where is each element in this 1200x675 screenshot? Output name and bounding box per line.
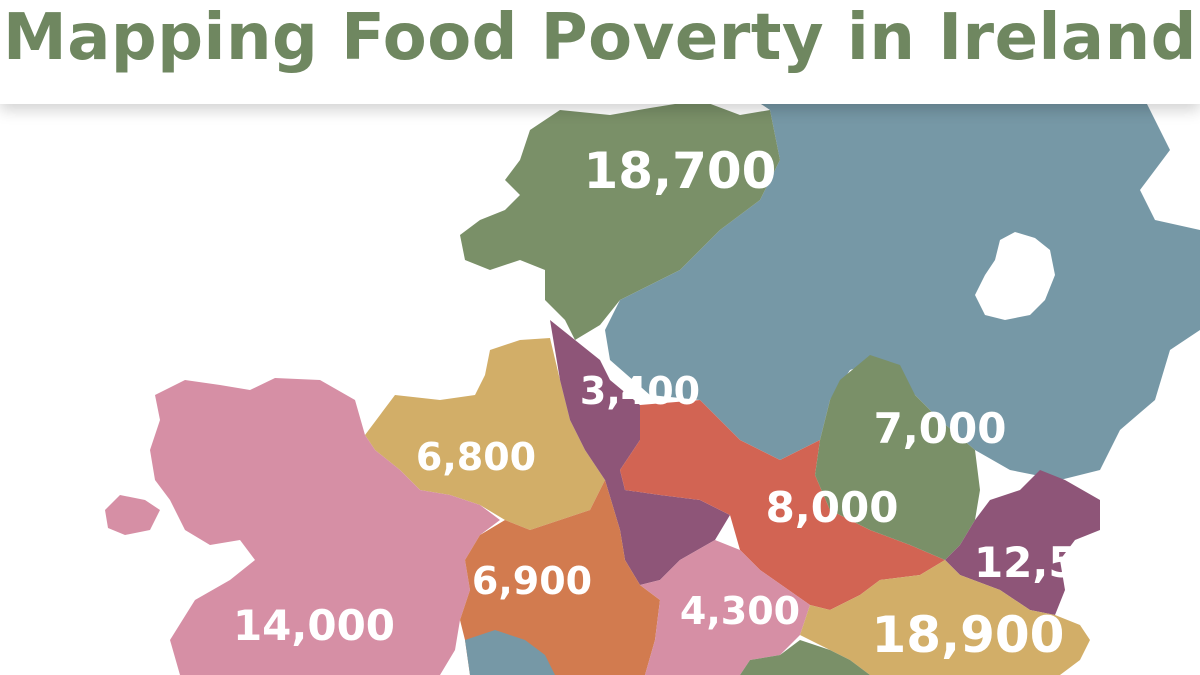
region-bottom-green bbox=[740, 640, 870, 675]
region-bottom-left-slate bbox=[465, 630, 555, 675]
region-label: 6,900 bbox=[472, 559, 592, 603]
region-longford[interactable] bbox=[620, 400, 945, 610]
lake-shape bbox=[975, 232, 1055, 320]
region-label: 12,500 bbox=[974, 538, 1136, 587]
region-label: 18,900 bbox=[872, 606, 1065, 664]
region-label: 14,000 bbox=[233, 601, 395, 650]
region-achill bbox=[105, 495, 160, 535]
region-label: 6,800 bbox=[416, 435, 536, 479]
page-title: Mapping Food Poverty in Ireland bbox=[3, 1, 1197, 75]
title-bar: Mapping Food Poverty in Ireland bbox=[0, 0, 1200, 104]
region-leitrim[interactable] bbox=[550, 320, 730, 585]
region-label: 4,300 bbox=[680, 589, 800, 633]
region-roscommon[interactable] bbox=[460, 480, 660, 675]
region-donegal[interactable] bbox=[460, 100, 780, 340]
region-label: 8,000 bbox=[766, 483, 899, 532]
region-fingal[interactable] bbox=[945, 470, 1100, 615]
region-mayo[interactable] bbox=[150, 378, 500, 675]
region-label: 7,000 bbox=[874, 404, 1007, 453]
region-sligo[interactable] bbox=[365, 338, 605, 530]
region-dublin[interactable] bbox=[800, 560, 1090, 675]
region-westmeath[interactable] bbox=[640, 540, 810, 675]
region-northern-ireland[interactable] bbox=[605, 90, 1200, 480]
region-meath[interactable] bbox=[815, 355, 980, 560]
region-label: 18,700 bbox=[584, 142, 777, 200]
region-label: 3,400 bbox=[580, 369, 700, 413]
